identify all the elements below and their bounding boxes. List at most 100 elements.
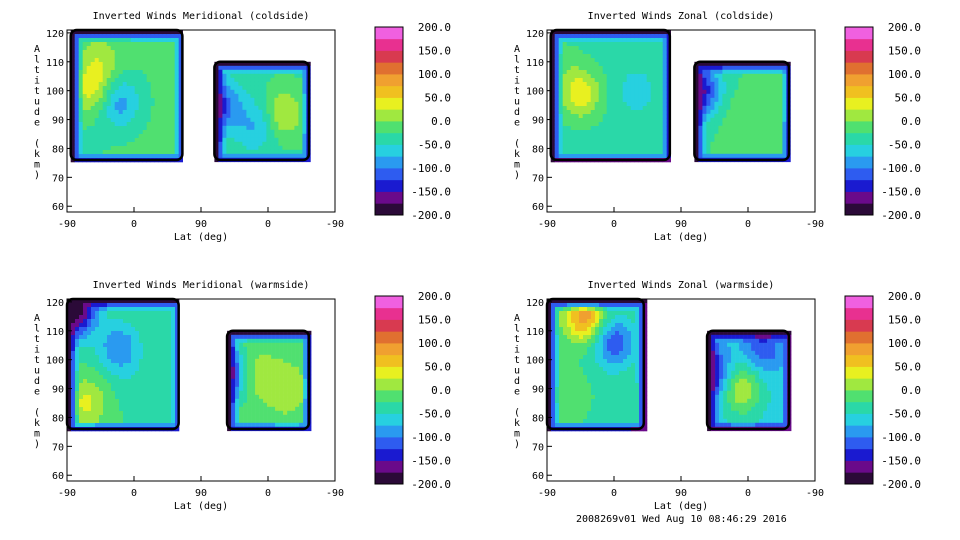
contour-cell [774,141,779,147]
contour-cell [762,73,767,79]
contour-cell [214,93,219,99]
contour-cell [262,153,267,159]
contour-cell [251,334,256,340]
contour-cell [555,415,560,420]
contour-cell [586,110,591,115]
contour-cell [115,311,120,316]
contour-cell [83,315,88,320]
contour-cell [155,415,160,420]
contour-cell [74,98,79,103]
contour-cell [86,122,91,127]
contour-cell [166,78,171,83]
contour-cell [750,97,755,103]
contour-cell [567,307,572,312]
contour-cell [295,378,300,384]
contour-cell [147,327,152,332]
contour-cell [295,406,300,412]
contour-cell [154,110,159,115]
contour-cell [566,86,571,91]
contour-cell [167,383,172,388]
contour-cell [563,307,568,312]
contour-cell [302,129,307,135]
contour-cell [239,414,244,420]
contour-cell [778,85,783,91]
contour-cell [251,390,256,396]
contour-cell [758,81,763,87]
contour-cell [778,61,783,67]
contour-cell [214,153,219,159]
contour-cell [98,54,103,59]
contour-cell [146,70,151,75]
contour-cell [279,402,284,408]
contour-cell [242,153,247,159]
contour-cell [246,133,251,139]
contour-cell [263,378,268,384]
contour-cell [770,125,775,131]
contour-cell [582,150,587,155]
contour-cell [258,137,263,143]
contour-cell [135,387,140,392]
y-tick-label: 120 [526,29,544,40]
contour-cell [622,30,627,35]
contour-cell [571,367,576,372]
contour-cell [91,331,96,336]
contour-cell [270,129,275,135]
contour-cell [70,66,75,71]
contour-cell [762,77,767,83]
contour-cell [602,94,607,99]
contour-cell [115,323,120,328]
contour-cell [114,134,119,139]
contour-cell [287,394,292,400]
contour-cell [558,110,563,115]
contour-cell [550,54,555,59]
contour-cell [274,89,279,95]
contour-cell [234,81,239,87]
contour-cell [103,327,108,332]
contour-cell [578,94,583,99]
contour-cell [275,418,280,424]
contour-cell [738,137,743,143]
contour-cell [270,137,275,143]
contour-cell [114,82,119,87]
contour-cell [267,342,272,348]
contour-cell [67,395,72,400]
contour-cell [634,106,639,111]
contour-cell [134,66,139,71]
contour-cell [282,153,287,159]
contour-cell [702,149,707,155]
contour-cell [146,130,151,135]
contour-cell [303,394,308,400]
contour-cell [139,311,144,316]
contour-cell [102,146,107,151]
contour-cell [630,46,635,51]
contour-cell [762,69,767,75]
contour-cell [115,419,120,424]
contour-cell [243,342,248,348]
colorbar-swatch [375,378,403,391]
contour-cell [554,118,559,123]
contour-cell [222,93,227,99]
contour-cell [118,66,123,71]
contour-cell [235,330,240,336]
contour-cell [275,378,280,384]
contour-cell [598,94,603,99]
contour-cell [154,130,159,135]
contour-cell [694,121,699,127]
contour-cell [99,319,104,324]
contour-cell [130,110,135,115]
contour-cell [242,89,247,95]
contour-cell [634,70,639,75]
contour-cell [294,137,299,143]
contour-cell [163,415,168,420]
contour-cell [170,126,175,131]
contour-cell [162,154,167,159]
contour-cell [778,117,783,123]
contour-cell [590,30,595,35]
contour-cell [130,86,135,91]
contour-cell [594,102,599,107]
contour-cell [714,89,719,95]
contour-cell [650,102,655,107]
contour-cell [171,347,176,352]
contour-cell [606,66,611,71]
contour-cell [166,90,171,95]
